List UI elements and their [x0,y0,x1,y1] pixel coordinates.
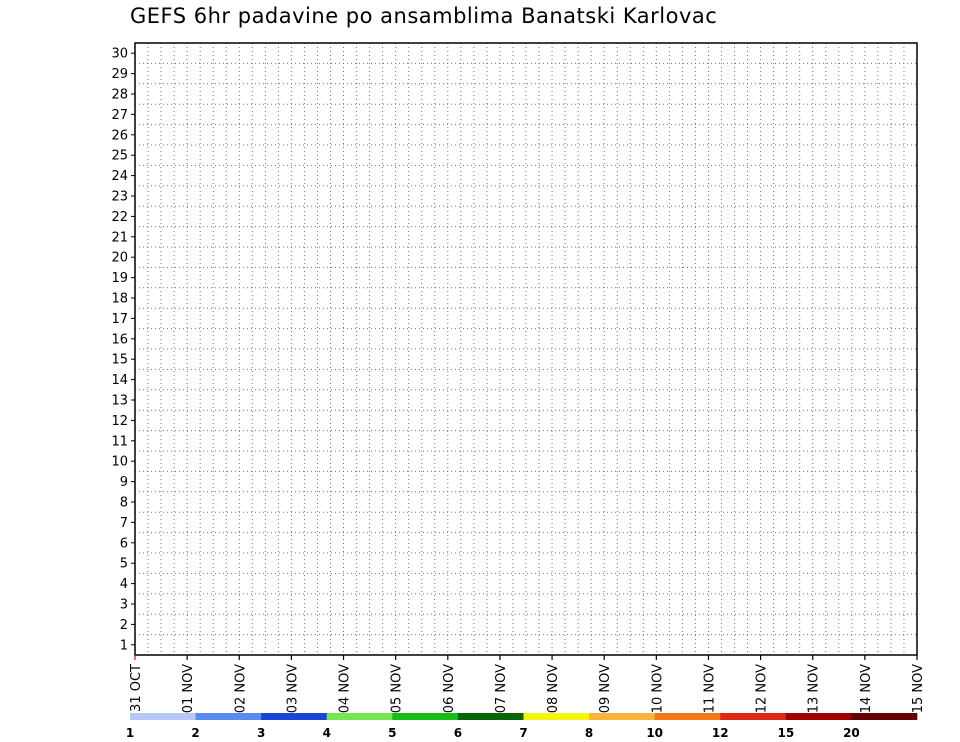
gridlines [135,43,917,655]
legend-label: 1 [126,726,134,740]
legend-swatch [130,713,196,720]
y-tick-label: 21 [111,230,128,245]
y-tick-label: 4 [120,577,128,592]
x-tick-label: 09 NOV [598,664,613,713]
y-tick-label: 6 [120,536,128,551]
y-tick-label: 2 [120,618,128,633]
x-tick-label: 31 OCT [129,664,144,712]
legend-label: 3 [257,726,265,740]
legend-swatch [261,713,328,720]
y-tick-label: 1 [120,638,128,653]
legend-swatch [589,713,655,720]
y-tick-label: 13 [111,394,128,409]
legend-swatch [851,713,918,720]
x-tick-label: 10 NOV [650,664,665,713]
x-tick-label: 15 NOV [911,664,926,713]
x-tick-label: 11 NOV [702,664,717,713]
y-tick-label: 18 [111,292,128,307]
y-tick-label: 10 [111,455,128,470]
chart-title: GEFS 6hr padavine po ansamblima Banatski… [130,4,718,28]
legend-swatch [195,713,262,720]
x-tick-label: 14 NOV [859,664,874,713]
y-tick-label: 7 [120,516,128,531]
y-tick-label: 30 [111,47,128,62]
y-tick-label: 5 [120,557,128,572]
y-tick-label: 19 [111,271,128,286]
legend-swatch [720,713,787,720]
y-tick-label: 29 [111,67,128,82]
x-tick-label: 02 NOV [233,664,248,713]
y-tick-label: 20 [111,251,128,266]
y-tick-label: 26 [111,128,128,143]
legend-label: 10 [646,726,663,740]
x-tick-label: 08 NOV [546,664,561,713]
y-tick-label: 8 [120,496,128,511]
legend-swatch [654,713,721,720]
y-tick-label: 17 [111,312,128,327]
legend-label: 15 [777,726,794,740]
y-tick-label: 9 [120,475,128,490]
x-tick-label: 06 NOV [442,664,457,713]
legend-label: 20 [843,726,860,740]
x-tick-label: 13 NOV [807,664,822,713]
y-tick-label: 11 [111,434,128,449]
y-tick-label: 3 [120,598,128,613]
legend-label: 5 [388,726,396,740]
x-tick-label: 01 NOV [181,664,196,713]
y-tick-label: 14 [111,373,128,388]
legend-label: 4 [323,726,331,740]
legend-label: 12 [712,726,729,740]
legend-label: 2 [191,726,199,740]
legend-label: 7 [519,726,527,740]
legend-swatch [326,713,393,720]
legend-swatch [785,713,852,720]
y-tick-label: 12 [111,414,128,429]
y-tick-label: 25 [111,149,128,164]
x-tick-label: 07 NOV [494,664,509,713]
y-tick-label: 28 [111,88,128,103]
legend-label: 8 [585,726,593,740]
y-tick-label: 23 [111,190,128,205]
legend-label: 6 [454,726,462,740]
legend: 1 2 3 4 5 6 7 8 10 12 15 20 [126,713,918,740]
x-tick-label: 12 NOV [755,664,770,713]
y-tick-label: 16 [111,332,128,347]
y-tick-label: 24 [111,169,128,184]
legend-swatch [392,713,459,720]
x-axis: 31 OCT 01 NOV 02 NOV 03 NOV 04 NOV 05 NOV 06 N… [129,655,926,713]
y-axis: 1234567891011121314151617181920212223242… [111,47,135,653]
x-tick-label: 04 NOV [338,664,353,713]
plot-frame [134,42,918,656]
x-tick-label: 05 NOV [390,664,405,713]
y-tick-label: 15 [111,353,128,368]
y-tick-label: 22 [111,210,128,225]
x-tick-label: 03 NOV [285,664,300,713]
legend-swatch [457,713,524,720]
y-tick-label: 27 [111,108,128,123]
legend-swatch [523,713,590,720]
